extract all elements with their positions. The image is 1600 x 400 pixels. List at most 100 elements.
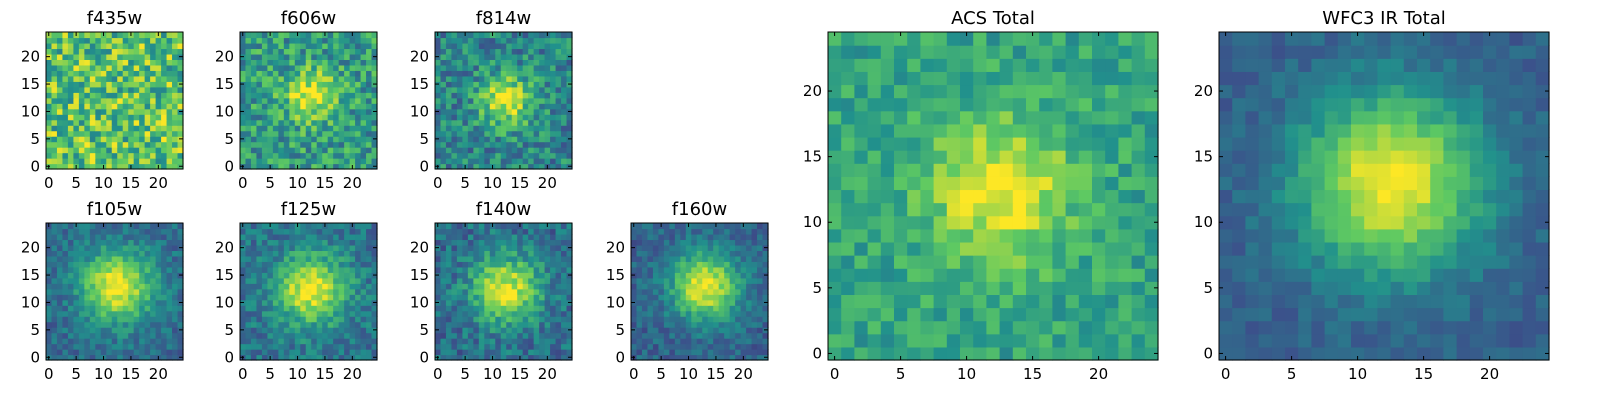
heatmap-cell [724, 338, 731, 345]
heatmap-cell [46, 310, 53, 317]
heatmap-cell [150, 349, 157, 356]
heatmap-cell [128, 53, 135, 60]
heatmap-cell [133, 37, 140, 44]
heatmap-cell [674, 354, 681, 361]
heatmap-cell [473, 305, 480, 312]
heatmap-cell [316, 310, 323, 317]
heatmap-cell [73, 114, 80, 121]
heatmap-cell [272, 130, 279, 137]
heatmap-cell [240, 147, 247, 154]
heatmap-cell [757, 310, 764, 317]
heatmap-cell [746, 244, 753, 251]
heatmap-cell [95, 338, 102, 345]
heatmap-cell [294, 119, 301, 126]
heatmap-cell [445, 75, 453, 82]
heatmap-cell [641, 332, 649, 339]
heatmap-cell [880, 176, 895, 191]
heatmap-cell [311, 136, 318, 143]
heatmap-cell [283, 32, 290, 39]
heatmap-cell [161, 37, 168, 44]
heatmap-cell [133, 288, 140, 295]
heatmap-cell [172, 48, 179, 55]
heatmap-cell [435, 233, 442, 241]
heatmap-cell [261, 316, 268, 323]
heatmap-cell [240, 141, 247, 148]
heatmap-cell [122, 261, 129, 268]
heatmap-cell [256, 92, 263, 99]
heatmap-cell [451, 97, 458, 104]
heatmap-cell [1078, 320, 1093, 335]
heatmap-cell [267, 343, 274, 350]
heatmap-cell [484, 42, 491, 50]
heatmap-cell [511, 37, 518, 44]
heatmap-cell [256, 288, 263, 295]
heatmap-cell [539, 294, 546, 301]
heatmap-cell [451, 294, 458, 301]
heatmap-cell [111, 228, 118, 235]
heatmap-cell [669, 261, 676, 268]
heatmap-cell [691, 349, 698, 356]
heatmap-cell [95, 233, 102, 241]
heatmap-cell [349, 233, 356, 241]
heatmap-cell [250, 81, 258, 88]
heatmap-cell [489, 64, 496, 71]
heatmap-cell [305, 70, 312, 77]
heatmap-cell [658, 277, 665, 284]
heatmap-cell [95, 349, 102, 356]
heatmap-cell [78, 97, 85, 104]
heatmap-cell [51, 53, 58, 60]
heatmap-cell [161, 255, 168, 262]
heatmap-cell [261, 114, 268, 121]
heatmap-cell [718, 255, 725, 262]
heatmap-cell [647, 316, 654, 323]
heatmap-cell [440, 86, 447, 93]
heatmap-cell [73, 266, 80, 273]
heatmap-cell [435, 119, 442, 126]
heatmap-cell [960, 228, 974, 243]
heatmap-cell [311, 59, 318, 66]
heatmap-cell [973, 215, 987, 230]
heatmap-cell [133, 321, 140, 328]
heatmap-cell [1065, 228, 1080, 243]
heatmap-cell [144, 130, 151, 137]
heatmap-cell [100, 48, 107, 55]
heatmap-cell [724, 239, 731, 246]
heatmap-cell [316, 32, 323, 39]
heatmap-cell [636, 277, 643, 284]
heatmap-cell [495, 130, 502, 137]
heatmap-cell [155, 114, 162, 121]
heatmap-cell [56, 119, 64, 126]
heatmap-cell [435, 114, 442, 121]
heatmap-cell [333, 136, 340, 143]
heatmap-cell [150, 147, 157, 154]
heatmap-cell [652, 327, 659, 334]
heatmap-cell [544, 332, 551, 339]
heatmap-cell [161, 59, 168, 66]
heatmap-cell [533, 42, 540, 50]
heatmap-cell [828, 294, 842, 309]
heatmap-cell [462, 75, 469, 82]
heatmap-cell [73, 261, 80, 268]
heatmap-cell [550, 103, 557, 110]
heatmap-cell [122, 59, 129, 66]
heatmap-cell [762, 338, 769, 345]
heatmap-cell [561, 97, 568, 104]
heatmap-cell [986, 189, 1001, 204]
x-tick-label: 0 [238, 365, 248, 383]
heatmap-cell [478, 261, 485, 268]
heatmap-cell [517, 349, 524, 356]
heatmap-cell [245, 261, 252, 268]
heatmap-cell [641, 349, 649, 356]
heatmap-cell [128, 130, 135, 137]
heatmap-cell [435, 321, 442, 328]
heatmap-cell [283, 64, 290, 71]
heatmap-cell [685, 327, 692, 334]
heatmap-cell [240, 119, 247, 126]
heatmap-cell [539, 277, 546, 284]
heatmap-cell [751, 338, 758, 345]
heatmap-cell [106, 338, 113, 345]
heatmap-cell [46, 288, 53, 295]
heatmap-cell [506, 81, 513, 88]
heatmap-cell [106, 37, 113, 44]
heatmap-cell [261, 158, 268, 165]
